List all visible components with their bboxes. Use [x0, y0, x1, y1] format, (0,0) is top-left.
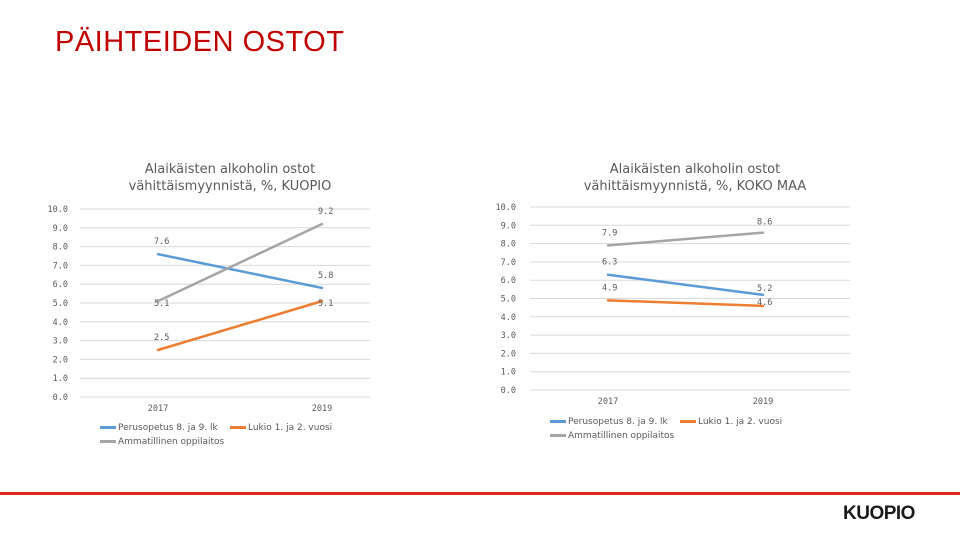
legend-item: Ammatillinen oppilaitos [550, 431, 674, 441]
chart-title: Alaikäisten alkoholin ostot vähittäismyy… [540, 161, 850, 195]
legend-label: Lukio 1. ja 2. vuosi [248, 423, 333, 433]
legend-swatch [550, 420, 566, 423]
chart-title: Alaikäisten alkoholin ostot vähittäismyy… [100, 161, 360, 195]
series-line [606, 273, 765, 297]
y-tick-label: 4.0 [501, 313, 516, 323]
legend-label: Ammatillinen oppilaitos [568, 431, 675, 441]
y-tick-label: 10.0 [496, 203, 516, 213]
legend-label: Perusopetus 8. ja 9. lk [118, 423, 218, 433]
chart-legend: Perusopetus 8. ja 9. lk Lukio 1. ja 2. v… [550, 417, 870, 447]
legend-label: Lukio 1. ja 2. vuosi [698, 417, 783, 427]
y-tick-label: 3.0 [53, 337, 68, 347]
legend-item: Lukio 1. ja 2. vuosi [230, 423, 332, 433]
y-tick-label: 8.0 [53, 243, 68, 253]
kuopio-logo: KUOPIO [843, 503, 915, 524]
legend-item: Perusopetus 8. ja 9. lk [550, 417, 668, 427]
data-label: 7.9 [602, 228, 617, 238]
series-line [606, 231, 765, 247]
legend-label: Ammatillinen oppilaitos [118, 437, 225, 447]
y-tick-label: 2.0 [53, 355, 68, 365]
page-title: PÄIHTEIDEN OSTOT [55, 26, 345, 58]
y-tick-label: 10.0 [48, 205, 68, 215]
y-tick-label: 3.0 [501, 331, 516, 341]
y-tick-label: 0.0 [501, 386, 516, 396]
legend-item: Lukio 1. ja 2. vuosi [680, 417, 782, 427]
data-label: 7.6 [154, 237, 169, 247]
legend-swatch [230, 426, 246, 429]
series-line [156, 222, 324, 303]
x-tick-label: 2017 [598, 397, 618, 407]
chart-plot: 0.0 1.0 2.0 3.0 4.0 5.0 6.0 7.0 8.0 9.0 10.0 2017 20… [48, 205, 370, 414]
y-tick-label: 9.0 [53, 224, 68, 234]
y-tick-label: 5.0 [53, 299, 68, 309]
legend-swatch [680, 420, 696, 423]
chart-legend: Perusopetus 8. ja 9. lk Lukio 1. ja 2. v… [100, 423, 420, 453]
chart-title-line2: vähittäismyynnistä, %, KOKO MAA [583, 179, 807, 194]
data-label: 9.2 [318, 207, 333, 217]
data-label: 4.9 [602, 283, 617, 293]
x-tick-label: 2019 [312, 404, 332, 414]
y-tick-label: 2.0 [501, 349, 516, 359]
y-tick-label: 1.0 [501, 368, 516, 378]
legend-label: Perusopetus 8. ja 9. lk [568, 417, 668, 427]
legend-swatch [550, 434, 566, 437]
y-tick-label: 9.0 [501, 221, 516, 231]
series-line [156, 252, 324, 290]
chart-koko-maa: Alaikäisten alkoholin ostot vähittäismyy… [480, 155, 880, 455]
legend-swatch [100, 426, 116, 429]
data-label: 5.1 [318, 299, 333, 309]
legend-item: Ammatillinen oppilaitos [100, 437, 224, 447]
x-tick-label: 2019 [753, 397, 773, 407]
y-tick-label: 6.0 [53, 280, 68, 290]
legend-swatch [100, 440, 116, 443]
chart-title-line1: Alaikäisten alkoholin ostot [144, 162, 316, 177]
y-tick-label: 7.0 [53, 261, 68, 271]
y-tick-label: 4.0 [53, 318, 68, 328]
data-label: 6.3 [602, 258, 617, 268]
accent-rule [0, 492, 960, 495]
series-line [606, 299, 765, 308]
chart-kuopio: Alaikäisten alkoholin ostot vähittäismyy… [40, 155, 420, 455]
y-tick-label: 0.0 [53, 393, 68, 403]
data-label: 4.6 [757, 298, 772, 308]
y-tick-label: 8.0 [501, 240, 516, 250]
data-label: 2.5 [154, 333, 169, 343]
series-line [156, 299, 324, 352]
data-label: 8.6 [757, 218, 772, 228]
chart-plot: 0.0 1.0 2.0 3.0 4.0 5.0 6.0 7.0 8.0 9.0 10.0 2017 20… [496, 203, 850, 407]
legend-item: Perusopetus 8. ja 9. lk [100, 423, 218, 433]
x-tick-label: 2017 [148, 404, 168, 414]
y-tick-label: 6.0 [501, 276, 516, 286]
y-tick-label: 7.0 [501, 258, 516, 268]
chart-title-line1: Alaikäisten alkoholin ostot [609, 162, 781, 177]
y-tick-label: 1.0 [53, 374, 68, 384]
chart-title-line2: vähittäismyynnistä, %, KUOPIO [128, 179, 332, 194]
data-label: 5.8 [318, 271, 333, 281]
y-tick-label: 5.0 [501, 295, 516, 305]
data-label: 5.2 [757, 284, 772, 294]
data-label: 5.1 [154, 299, 169, 309]
